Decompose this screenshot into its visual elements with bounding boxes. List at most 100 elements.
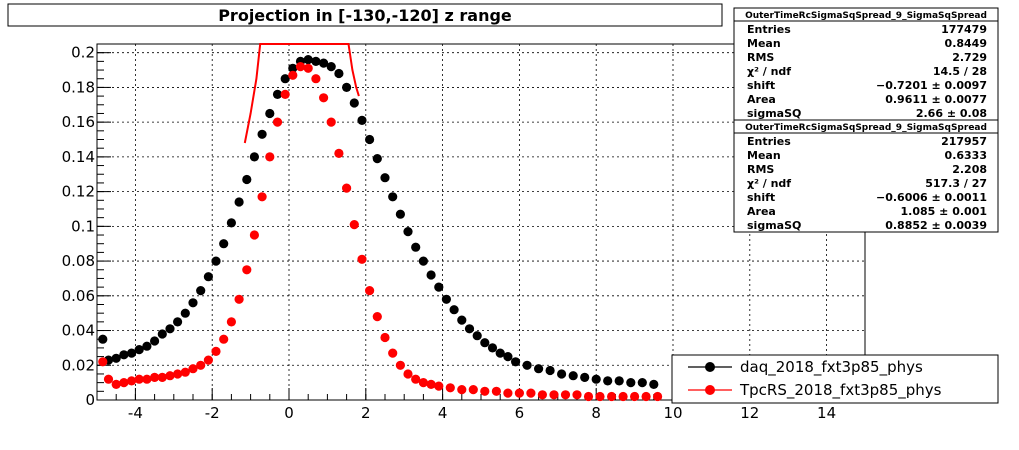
stats-box-2-row-label: Entries [747,135,791,148]
data-point [234,294,244,304]
data-point [326,117,336,127]
data-point [257,192,267,202]
data-point [464,324,475,334]
data-point [272,89,283,99]
stats-box-1-row-value: 0.8449 [945,37,987,50]
data-point [372,154,382,164]
stats-box-2-row-label: χ² / ndf [747,177,791,190]
stats-box-1-header: OuterTimeRcSigmaSqSpread_9_SigmaSqSpread [745,11,987,21]
data-point [626,378,636,388]
data-point [127,348,137,358]
data-point [491,386,501,396]
stats-box-2-row-label: RMS [747,163,774,176]
stats-box-2-row-value: 517.3 / 27 [925,177,987,190]
data-point [342,82,352,92]
data-point [403,227,413,237]
data-point [434,282,444,292]
data-point [265,152,275,162]
y-tick-label: 0.14 [62,148,95,166]
data-point [434,381,444,391]
data-point [457,385,467,395]
x-tick-label: -4 [128,404,143,422]
data-point [365,286,375,296]
data-point [165,371,175,381]
data-point [549,390,559,400]
legend-entry-daq: daq_2018_fxt3p85_phys [688,358,923,377]
data-point [426,270,436,280]
data-point [98,357,108,367]
stats-box-2-row-label: Area [747,205,776,218]
data-point [522,360,532,370]
data-point [288,63,298,73]
data-point [157,372,167,382]
stats-box-2-row-value: 0.6333 [945,149,987,162]
y-tick-label: 0.06 [62,287,95,305]
legend: daq_2018_fxt3p85_phys TpcRS_2018_fxt3p85… [671,354,999,404]
series-daq [98,55,659,389]
data-point [630,391,640,402]
data-point [157,329,167,339]
data-point [503,388,513,398]
data-point [445,383,455,393]
data-point [365,134,375,145]
data-point [388,192,398,202]
data-point [618,391,628,402]
data-point [257,129,267,139]
y-tick-label: 0.16 [62,113,95,131]
data-point [119,378,129,388]
fit-curve-line [243,43,360,144]
data-point [319,93,329,103]
data-point [514,388,525,398]
data-point [637,378,647,388]
data-point [357,115,367,125]
chart-title: Projection in [-130,-120] z range [218,6,512,25]
legend-marker-tpcrs [705,385,715,395]
data-point [119,350,129,360]
data-point [173,317,183,327]
data-point [403,369,413,379]
data-point [503,352,513,362]
data-point [150,336,160,346]
data-point [510,357,521,367]
data-point [249,230,259,240]
data-point [457,315,467,325]
data-point [545,365,555,376]
y-tick-label: 0.2 [71,44,95,62]
data-point [583,391,594,402]
data-point [472,331,482,341]
y-tick-label: 0.1 [71,217,95,235]
stats-box-1-row-label: sigmaSQ [747,107,801,120]
chart-title-box: Projection in [-130,-120] z range [7,3,723,27]
data-point [142,374,152,384]
stats-box-1-row-value: 177479 [941,23,987,36]
y-tick-label: 0 [85,391,95,409]
data-point [349,98,359,108]
data-point [311,56,321,66]
data-point [480,386,490,396]
x-tick-label: 6 [515,404,525,422]
data-point [395,209,405,219]
stats-box-1-row-value: 2.729 [952,51,987,64]
legend-label-daq: daq_2018_fxt3p85_phys [740,358,923,377]
data-point [487,343,498,353]
stats-box-2-row-value: 0.8852 ± 0.0039 [885,219,987,232]
data-point [614,376,624,386]
data-point [265,108,275,119]
data-point [418,378,428,388]
data-point [242,265,252,275]
data-point [560,390,571,400]
stats-box-2-row-label: Mean [747,149,781,162]
data-point [641,391,651,402]
data-point [234,197,244,207]
series-tpcrs [98,62,663,402]
y-tick-label: 0.02 [62,356,95,374]
stats-box-1-row-label: Mean [747,37,781,50]
data-point [537,390,548,400]
data-point [196,286,206,296]
x-tick-label: 8 [591,404,601,422]
data-point [203,272,213,282]
stats-box-2-row-value: 2.208 [952,163,987,176]
data-point [380,173,390,183]
